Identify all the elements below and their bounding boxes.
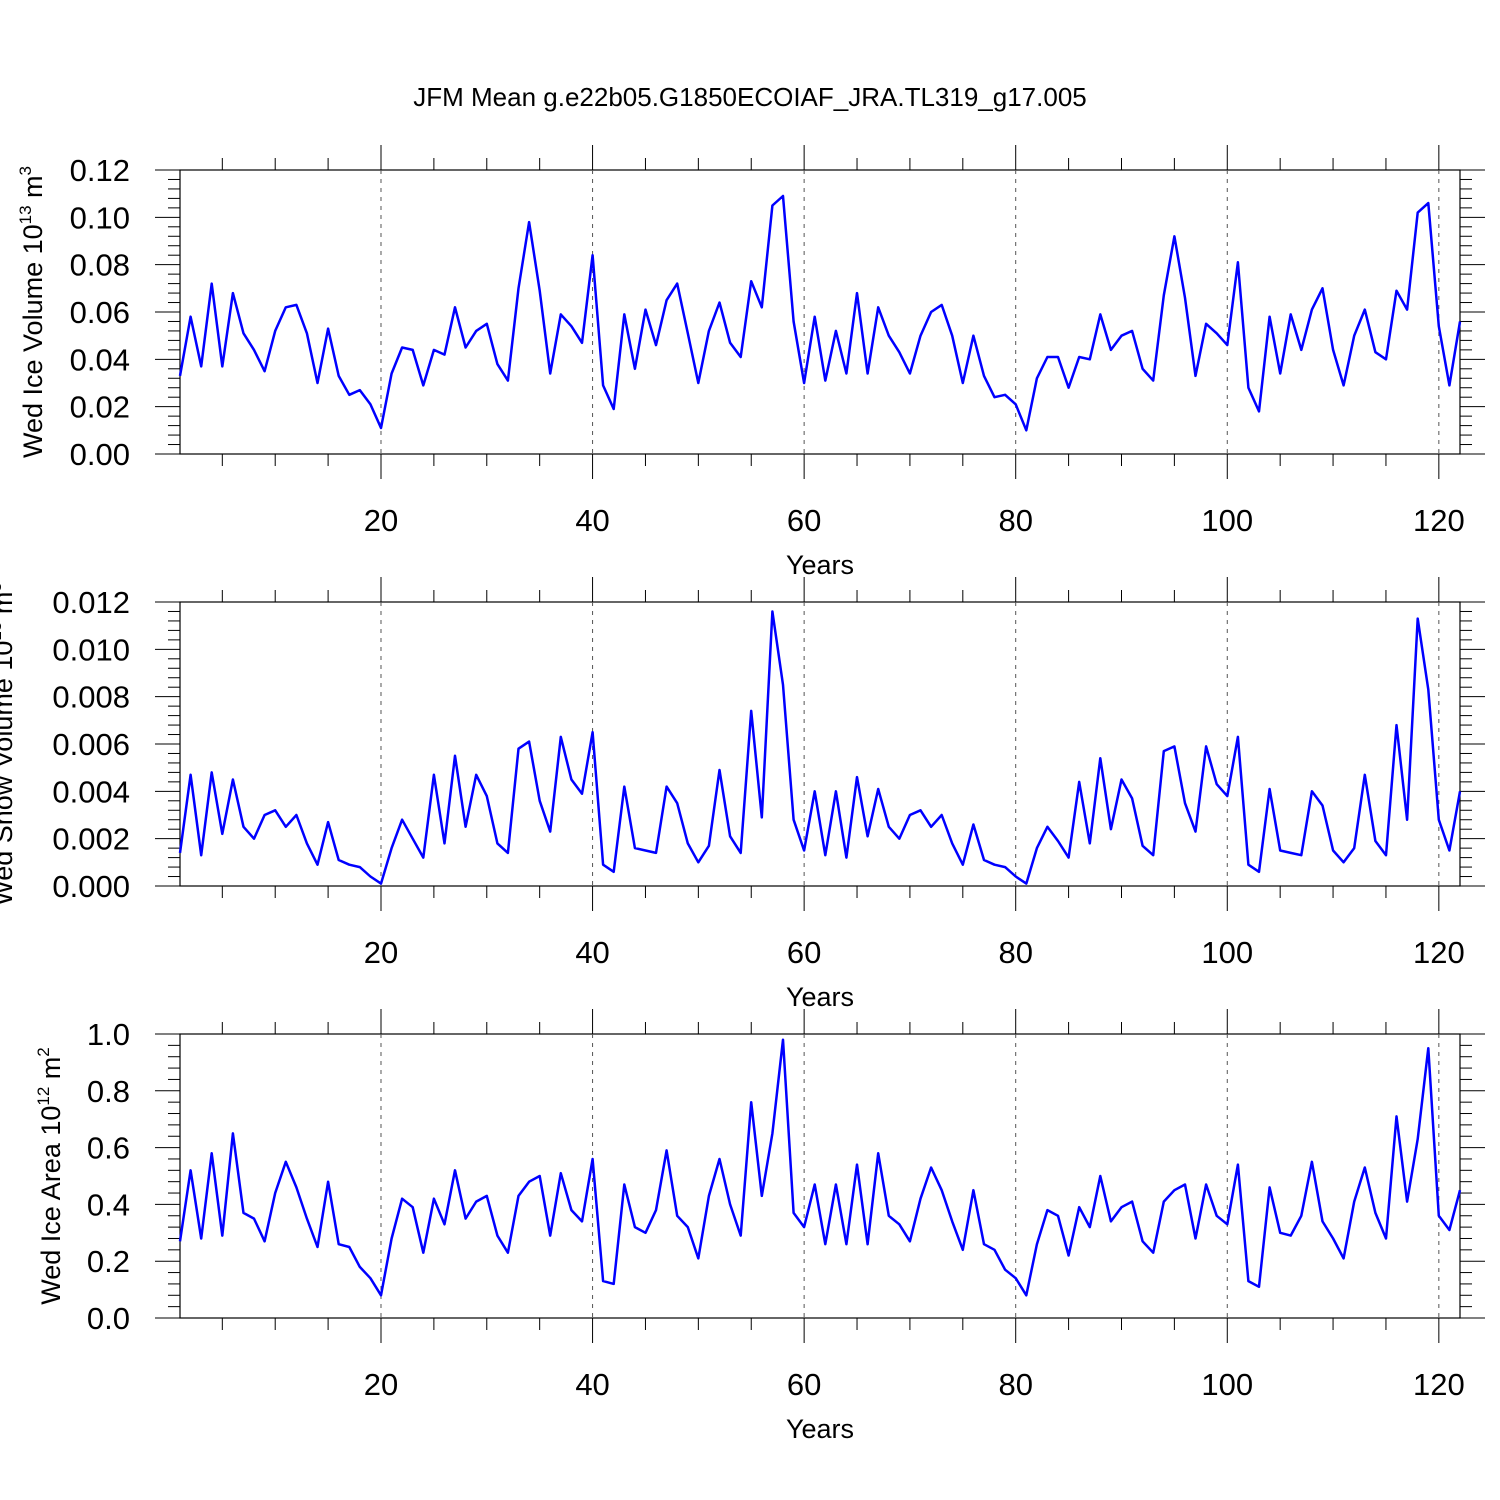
x-tick-label: 120 bbox=[1413, 935, 1465, 970]
x-tick-label: 120 bbox=[1413, 503, 1465, 538]
x-tick-label: 80 bbox=[998, 503, 1032, 538]
y-axis-label-ylabel-unit: m bbox=[36, 1057, 66, 1087]
y-tick-label: 0.8 bbox=[87, 1074, 130, 1109]
series-line bbox=[178, 194, 1462, 432]
y-axis-label-ylabel-unit-exp: 2 bbox=[34, 1047, 53, 1056]
x-tick-label: 100 bbox=[1201, 1367, 1253, 1402]
y-tick-label: 0.008 bbox=[52, 680, 130, 715]
x-axis-label: Years bbox=[786, 550, 854, 580]
x-tick-label: 60 bbox=[787, 503, 821, 538]
plot-frame bbox=[179, 601, 1461, 887]
x-tick-label: 100 bbox=[1201, 503, 1253, 538]
x-axis-label: Years bbox=[786, 1414, 854, 1444]
x-tick-label: 20 bbox=[364, 503, 398, 538]
y-tick-label: 1.0 bbox=[87, 1017, 130, 1052]
y-tick-label: 0.000 bbox=[52, 869, 130, 904]
y-axis-label-ylabel: Wed Snow Volume 10 bbox=[0, 641, 18, 906]
x-tick-label: 100 bbox=[1201, 935, 1253, 970]
series-line bbox=[178, 610, 1462, 885]
panel-2: 20 40 60 80 100 120 0.000 0.002 0.004 0.006 0.008 0… bbox=[0, 577, 1485, 1012]
y-tick-label: 0.2 bbox=[87, 1244, 130, 1279]
x-tick-label: 40 bbox=[575, 935, 609, 970]
y-axis-label-ylabel-unit-exp: 3 bbox=[16, 166, 35, 175]
x-tick-label: 60 bbox=[787, 1367, 821, 1402]
x-tick-label: 40 bbox=[575, 1367, 609, 1402]
y-axis-label-ylabel: Wed Ice Volume 10 bbox=[18, 224, 48, 458]
y-axis-label-ylabel-exp: 12 bbox=[34, 1087, 53, 1106]
plot-frame bbox=[179, 1033, 1461, 1319]
y-tick-label: 0.4 bbox=[87, 1187, 130, 1222]
series-line bbox=[178, 1038, 1462, 1297]
x-tick-label: 20 bbox=[364, 935, 398, 970]
y-axis-label-ylabel-exp: 13 bbox=[16, 205, 35, 224]
y-tick-label: 0.00 bbox=[70, 437, 130, 472]
y-tick-label: 0.0 bbox=[87, 1301, 130, 1336]
y-axis-label-ylabel-unit-exp: 3 bbox=[0, 582, 5, 591]
x-tick-label: 80 bbox=[998, 935, 1032, 970]
y-tick-label: 0.010 bbox=[52, 632, 130, 667]
x-tick-label: 20 bbox=[364, 1367, 398, 1402]
x-tick-label: 120 bbox=[1413, 1367, 1465, 1402]
y-tick-label: 0.06 bbox=[70, 295, 130, 330]
y-tick-label: 0.006 bbox=[52, 727, 130, 762]
y-tick-label: 0.12 bbox=[70, 153, 130, 188]
panel-3: 20 40 60 80 100 120 0.0 0.2 0.4 0.6 0.8 1.0 Years Wed… bbox=[34, 1009, 1485, 1444]
y-tick-label: 0.6 bbox=[87, 1131, 130, 1166]
y-axis-label: Wed Snow Volume 1013 m3 bbox=[0, 582, 18, 906]
x-tick-label: 60 bbox=[787, 935, 821, 970]
y-axis-label-ylabel-unit: m bbox=[0, 592, 18, 622]
plot-frame bbox=[179, 169, 1461, 455]
x-axis-label: Years bbox=[786, 982, 854, 1012]
panel-1: 20 40 60 80 100 120 0.00 0.02 0.04 0.06 0.08 0.10 0.… bbox=[16, 145, 1485, 580]
x-tick-label: 80 bbox=[998, 1367, 1032, 1402]
y-axis-label: Wed Ice Area 1012 m2 bbox=[34, 1047, 66, 1305]
y-tick-label: 0.10 bbox=[70, 200, 130, 235]
y-tick-label: 0.012 bbox=[52, 585, 130, 620]
y-axis-label-ylabel: Wed Ice Area 10 bbox=[36, 1106, 66, 1305]
y-tick-label: 0.04 bbox=[70, 342, 130, 377]
figure-title: JFM Mean g.e22b05.G1850ECOIAF_JRA.TL319_… bbox=[413, 82, 1087, 112]
y-tick-label: 0.08 bbox=[70, 248, 130, 283]
y-tick-label: 0.004 bbox=[52, 774, 130, 809]
y-tick-label: 0.02 bbox=[70, 390, 130, 425]
y-tick-label: 0.002 bbox=[52, 822, 130, 857]
x-tick-label: 40 bbox=[575, 503, 609, 538]
y-axis-label-ylabel-unit: m bbox=[18, 175, 48, 205]
y-axis-label: Wed Ice Volume 1013 m3 bbox=[16, 166, 48, 458]
y-axis-label-ylabel-exp: 13 bbox=[0, 622, 5, 641]
